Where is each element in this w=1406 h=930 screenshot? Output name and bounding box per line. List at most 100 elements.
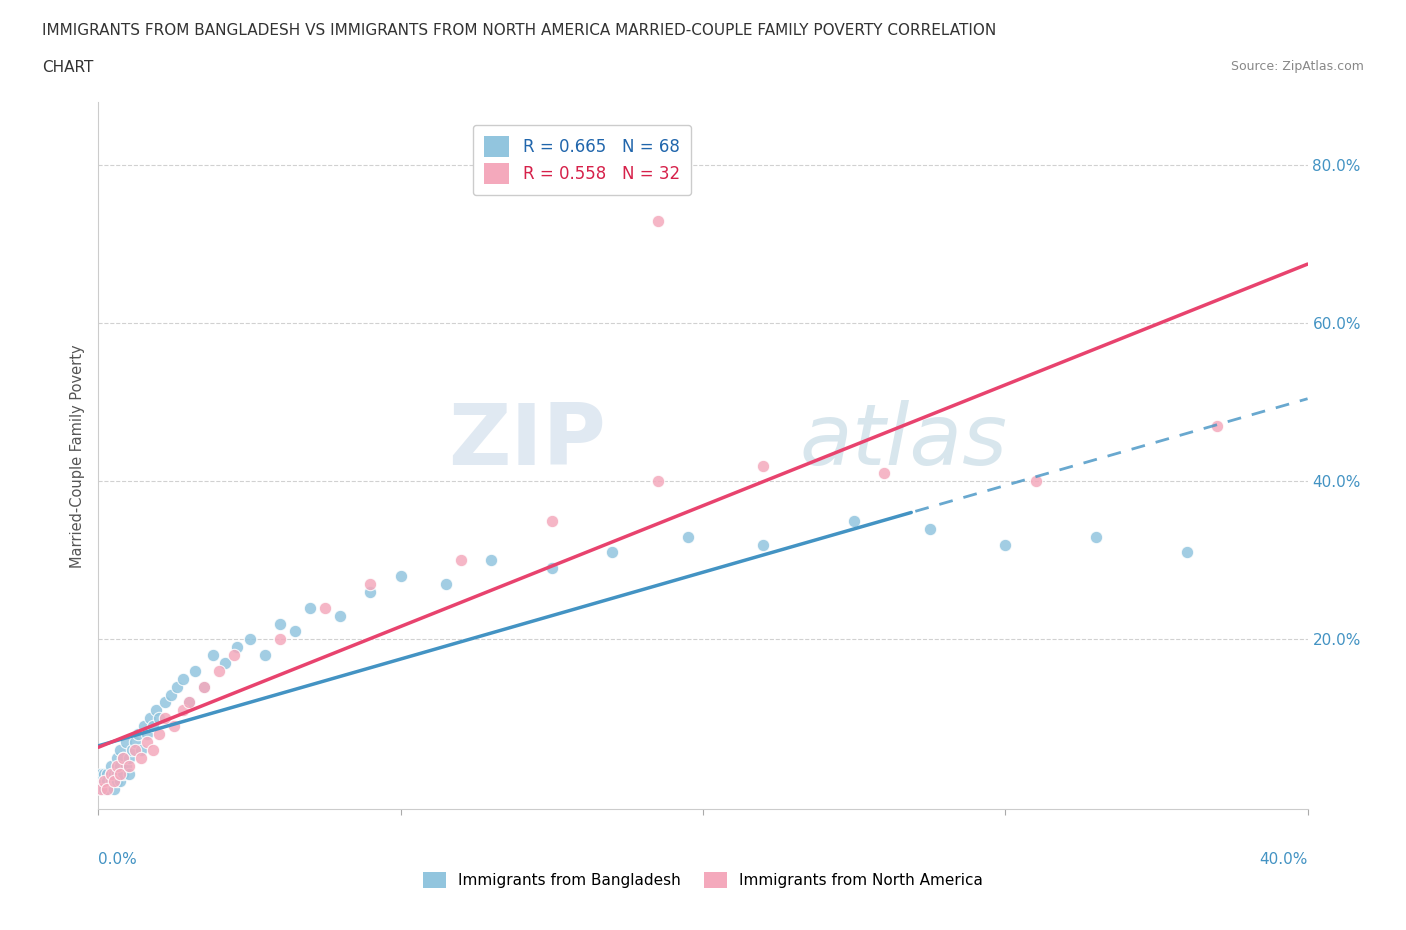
- Point: [153, 711, 176, 725]
- Point: [103, 774, 125, 789]
- Point: [108, 758, 131, 773]
- Y-axis label: Married-Couple Family Poverty: Married-Couple Family Poverty: [70, 344, 86, 567]
- Text: IMMIGRANTS FROM BANGLADESH VS IMMIGRANTS FROM NORTH AMERICA MARRIED-COUPLE FAMIL: IMMIGRANTS FROM BANGLADESH VS IMMIGRANTS…: [42, 23, 997, 38]
- Point: [111, 751, 134, 765]
- Point: [540, 513, 562, 528]
- Point: [153, 695, 176, 710]
- Point: [93, 782, 115, 797]
- Point: [540, 561, 562, 576]
- Point: [121, 742, 143, 757]
- Text: 0.0%: 0.0%: [98, 852, 138, 867]
- Point: [100, 766, 122, 781]
- Point: [172, 671, 194, 686]
- Text: atlas: atlas: [800, 400, 1008, 483]
- Point: [602, 545, 624, 560]
- Point: [93, 774, 115, 789]
- Point: [1175, 545, 1198, 560]
- Point: [103, 774, 125, 789]
- Point: [142, 719, 165, 734]
- Point: [142, 742, 165, 757]
- Point: [135, 735, 157, 750]
- Point: [269, 631, 291, 646]
- Point: [752, 538, 775, 552]
- Point: [193, 679, 215, 694]
- Legend: R = 0.665   N = 68, R = 0.558   N = 32: R = 0.665 N = 68, R = 0.558 N = 32: [472, 125, 692, 195]
- Text: ZIP: ZIP: [449, 400, 606, 483]
- Text: 40.0%: 40.0%: [1260, 852, 1308, 867]
- Point: [1024, 474, 1046, 489]
- Point: [202, 647, 225, 662]
- Point: [90, 774, 112, 789]
- Point: [118, 766, 141, 781]
- Point: [111, 751, 134, 765]
- Point: [127, 726, 149, 741]
- Point: [389, 568, 412, 583]
- Point: [96, 782, 118, 797]
- Point: [844, 513, 866, 528]
- Point: [360, 584, 382, 599]
- Point: [224, 647, 246, 662]
- Point: [111, 766, 134, 781]
- Point: [360, 577, 382, 591]
- Point: [647, 474, 669, 489]
- Point: [96, 766, 118, 781]
- Point: [114, 735, 136, 750]
- Point: [105, 766, 128, 781]
- Point: [160, 687, 183, 702]
- Point: [214, 656, 236, 671]
- Point: [148, 711, 170, 725]
- Point: [118, 758, 141, 773]
- Point: [135, 726, 157, 741]
- Point: [103, 782, 125, 797]
- Point: [100, 774, 122, 789]
- Point: [163, 719, 186, 734]
- Point: [918, 522, 941, 537]
- Point: [148, 726, 170, 741]
- Point: [105, 774, 128, 789]
- Point: [103, 766, 125, 781]
- Point: [108, 742, 131, 757]
- Point: [269, 616, 291, 631]
- Point: [994, 538, 1017, 552]
- Point: [239, 631, 262, 646]
- Point: [179, 695, 201, 710]
- Point: [676, 529, 699, 544]
- Point: [93, 782, 115, 797]
- Point: [132, 719, 155, 734]
- Point: [129, 751, 152, 765]
- Point: [90, 782, 112, 797]
- Point: [105, 758, 128, 773]
- Point: [108, 774, 131, 789]
- Point: [96, 774, 118, 789]
- Point: [129, 742, 152, 757]
- Point: [752, 458, 775, 473]
- Point: [114, 758, 136, 773]
- Point: [105, 751, 128, 765]
- Text: CHART: CHART: [42, 60, 94, 75]
- Point: [299, 600, 322, 615]
- Point: [208, 663, 231, 678]
- Point: [184, 663, 207, 678]
- Point: [90, 782, 112, 797]
- Point: [253, 647, 276, 662]
- Point: [1085, 529, 1108, 544]
- Point: [450, 553, 472, 568]
- Point: [179, 695, 201, 710]
- Point: [647, 213, 669, 228]
- Point: [118, 751, 141, 765]
- Point: [314, 600, 336, 615]
- Point: [284, 624, 307, 639]
- Point: [873, 466, 896, 481]
- Point: [96, 782, 118, 797]
- Point: [124, 742, 146, 757]
- Point: [1206, 418, 1229, 433]
- Point: [108, 766, 131, 781]
- Point: [434, 577, 457, 591]
- Point: [93, 774, 115, 789]
- Point: [139, 711, 162, 725]
- Point: [93, 766, 115, 781]
- Point: [329, 608, 352, 623]
- Point: [481, 553, 503, 568]
- Point: [100, 766, 122, 781]
- Point: [166, 679, 188, 694]
